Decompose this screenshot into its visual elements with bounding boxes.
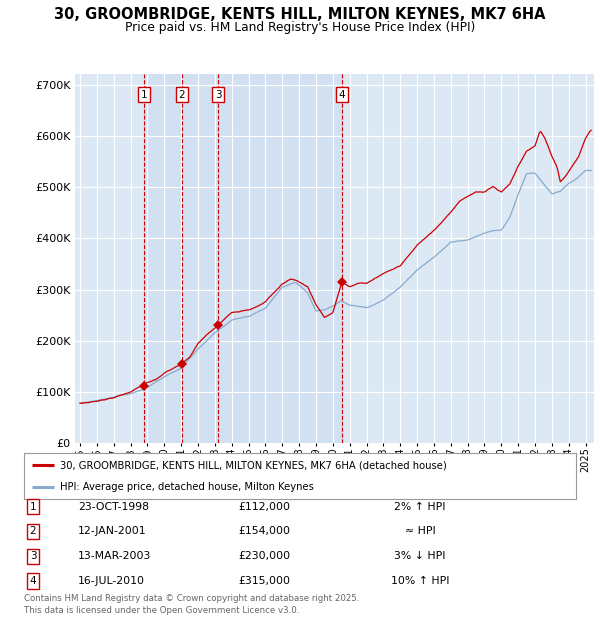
Text: 3: 3 [29,551,37,561]
Bar [144,74,342,443]
Text: 2: 2 [29,526,37,536]
Text: 23-OCT-1998: 23-OCT-1998 [78,502,149,512]
Text: 2% ↑ HPI: 2% ↑ HPI [394,502,446,512]
Text: 12-JAN-2001: 12-JAN-2001 [78,526,146,536]
Text: 2: 2 [179,90,185,100]
Text: 4: 4 [338,90,345,100]
Text: ≈ HPI: ≈ HPI [404,526,436,536]
Text: 30, GROOMBRIDGE, KENTS HILL, MILTON KEYNES, MK7 6HA: 30, GROOMBRIDGE, KENTS HILL, MILTON KEYN… [54,7,546,22]
Text: Contains HM Land Registry data © Crown copyright and database right 2025.
This d: Contains HM Land Registry data © Crown c… [24,593,359,615]
Text: £315,000: £315,000 [238,576,290,586]
Text: HPI: Average price, detached house, Milton Keynes: HPI: Average price, detached house, Milt… [60,482,314,492]
Text: 13-MAR-2003: 13-MAR-2003 [78,551,151,561]
Text: 10% ↑ HPI: 10% ↑ HPI [391,576,449,586]
Text: 3: 3 [215,90,221,100]
Text: 30, GROOMBRIDGE, KENTS HILL, MILTON KEYNES, MK7 6HA (detached house): 30, GROOMBRIDGE, KENTS HILL, MILTON KEYN… [60,460,446,470]
Text: £112,000: £112,000 [238,502,290,512]
Text: 3% ↓ HPI: 3% ↓ HPI [394,551,446,561]
Text: 1: 1 [141,90,148,100]
Text: Price paid vs. HM Land Registry's House Price Index (HPI): Price paid vs. HM Land Registry's House … [125,21,475,34]
Text: £230,000: £230,000 [238,551,290,561]
Text: £154,000: £154,000 [238,526,290,536]
Text: 16-JUL-2010: 16-JUL-2010 [78,576,145,586]
Text: 4: 4 [29,576,37,586]
Text: 1: 1 [29,502,37,512]
